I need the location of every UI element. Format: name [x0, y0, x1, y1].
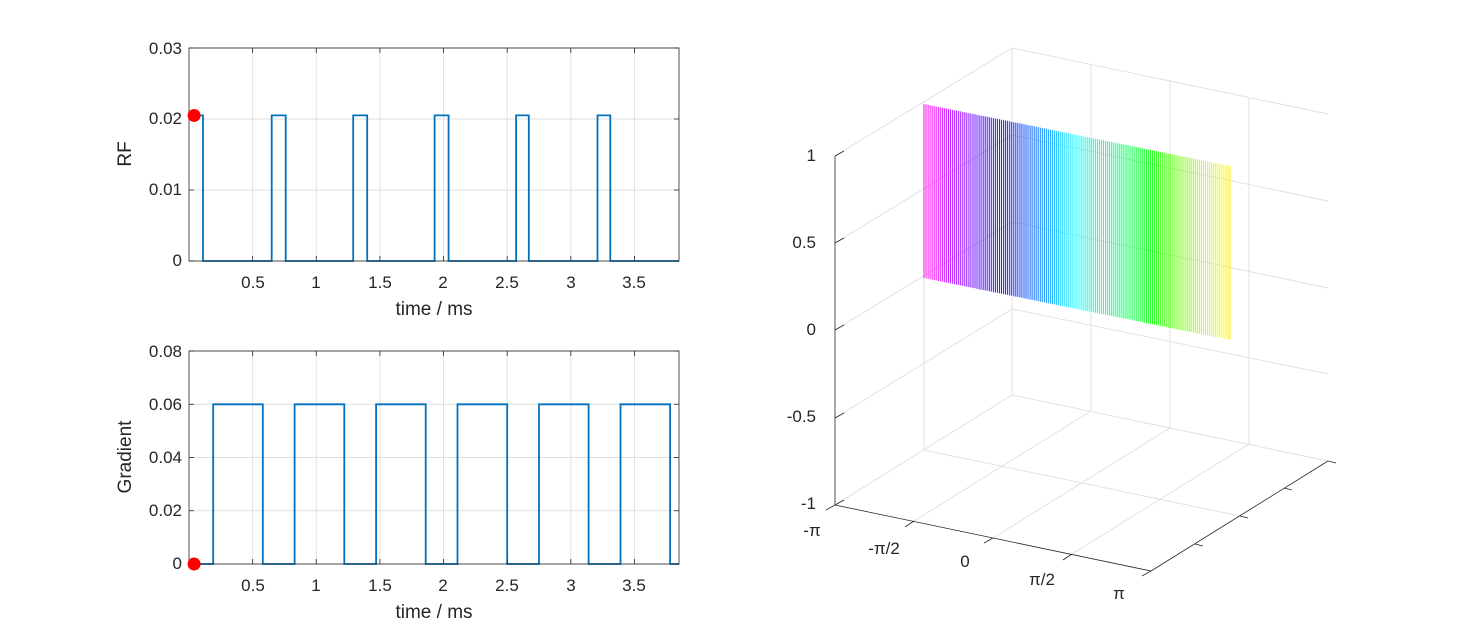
gradient-ytick-label: 0 — [173, 554, 182, 573]
phase-tick-label: -π/2 — [868, 539, 900, 558]
z-tick-label: -1 — [801, 494, 816, 513]
gradient-x-axis-label: time / ms — [395, 602, 472, 623]
rf-ytick-label: 0.02 — [149, 109, 182, 128]
gradient-xtick-label: 3.5 — [622, 576, 646, 595]
rf-tick-marks — [189, 47, 679, 262]
rf-series-line — [189, 114, 679, 262]
gradient-ytick-label: 0.06 — [149, 395, 182, 414]
gradient-xtick-label: 1.5 — [368, 576, 392, 595]
gradient-y-axis-label: Gradient — [115, 420, 136, 494]
rf-xtick-label: 2 — [438, 273, 447, 292]
rf-xtick-label: 3.5 — [622, 273, 646, 292]
rf-x-axis-label: time / ms — [395, 299, 472, 320]
3d-axis-lines — [825, 150, 1337, 577]
gradient-xtick-label: 2 — [438, 576, 447, 595]
gradient-current-marker — [187, 557, 201, 571]
phase-tick-label: π — [1113, 584, 1125, 603]
rf-current-marker — [187, 108, 201, 122]
gradient-ytick-label: 0.08 — [149, 342, 182, 361]
z-tick-label: -0.5 — [787, 407, 816, 426]
rf-xtick-label: 1 — [311, 273, 320, 292]
gradient-ytick-label: 0.02 — [149, 501, 182, 520]
z-tick-label: 1 — [807, 146, 816, 165]
phase-tick-label: π/2 — [1029, 570, 1055, 589]
gradient-xtick-label: 1 — [311, 576, 320, 595]
z-tick-label: 0.5 — [792, 233, 816, 252]
phase-surface — [923, 104, 1231, 340]
phase-tick-label: -π — [803, 521, 820, 540]
rf-xtick-label: 1.5 — [368, 273, 392, 292]
gradient-ytick-label: 0.04 — [149, 448, 182, 467]
gradient-plot: 0 0.02 0.04 0.06 0.08 0.5 1 1.5 2 2.5 3 … — [115, 342, 680, 623]
rf-xtick-label: 0.5 — [241, 273, 265, 292]
rf-axes-box — [188, 47, 680, 262]
gradient-xtick-label: 2.5 — [495, 576, 519, 595]
phase-tick-label: 0 — [960, 552, 969, 571]
gradient-xtick-label: 3 — [566, 576, 575, 595]
phase-3d-plot: -1 -0.5 0 0.5 1 -π -π/2 0 π/2 π — [787, 47, 1337, 603]
rf-xtick-label: 3 — [566, 273, 575, 292]
depth-axis-line — [1150, 460, 1329, 572]
gradient-xtick-label: 0.5 — [241, 576, 265, 595]
rf-y-axis-label: RF — [115, 141, 136, 166]
rf-ytick-label: 0.01 — [149, 180, 182, 199]
rf-ytick-label: 0 — [173, 251, 182, 270]
rf-xtick-label: 2.5 — [495, 273, 519, 292]
rf-ytick-label: 0.03 — [149, 39, 182, 58]
rf-plot: 0 0.01 0.02 0.03 0.5 1 1.5 2 2.5 3 3.5 t… — [115, 39, 680, 320]
z-tick-label: 0 — [807, 320, 816, 339]
